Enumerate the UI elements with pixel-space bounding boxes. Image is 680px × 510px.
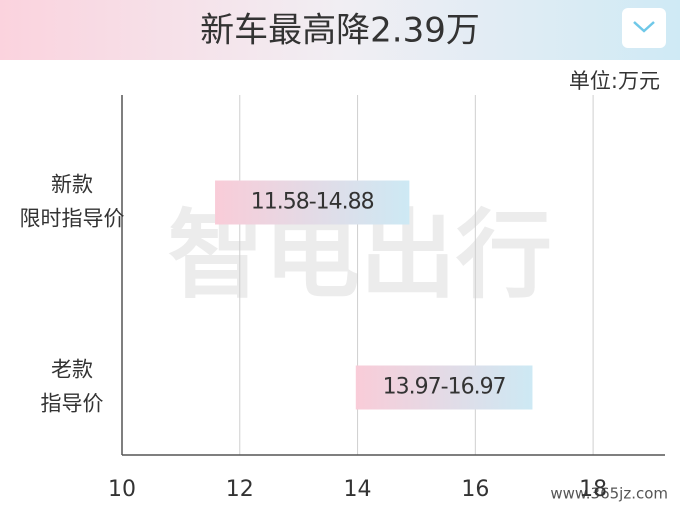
x-tick-label: 14 xyxy=(344,477,372,502)
dropdown-button[interactable] xyxy=(622,8,666,48)
x-tick-label: 16 xyxy=(461,477,489,502)
value-label: 13.97-16.97 xyxy=(383,375,506,400)
chevron-icon xyxy=(633,21,655,33)
y-tick-label: 限时指导价 xyxy=(20,207,125,231)
range-bar xyxy=(215,180,410,225)
y-tick-label: 新款 xyxy=(51,173,93,197)
source-watermark: www.365jz.com xyxy=(550,485,668,503)
y-tick-label: 老款 xyxy=(51,358,93,382)
range-bar xyxy=(355,365,533,410)
value-label: 11.58-14.88 xyxy=(251,190,374,215)
unit-label: 单位:万元 xyxy=(569,69,660,93)
chart-title: 新车最高降2.39万 xyxy=(200,11,480,51)
x-tick-label: 12 xyxy=(226,477,254,502)
title-banner xyxy=(0,0,680,60)
x-tick-label: 18 xyxy=(579,477,607,502)
y-tick-label: 指导价 xyxy=(41,392,104,416)
x-tick-label: 10 xyxy=(108,477,136,502)
